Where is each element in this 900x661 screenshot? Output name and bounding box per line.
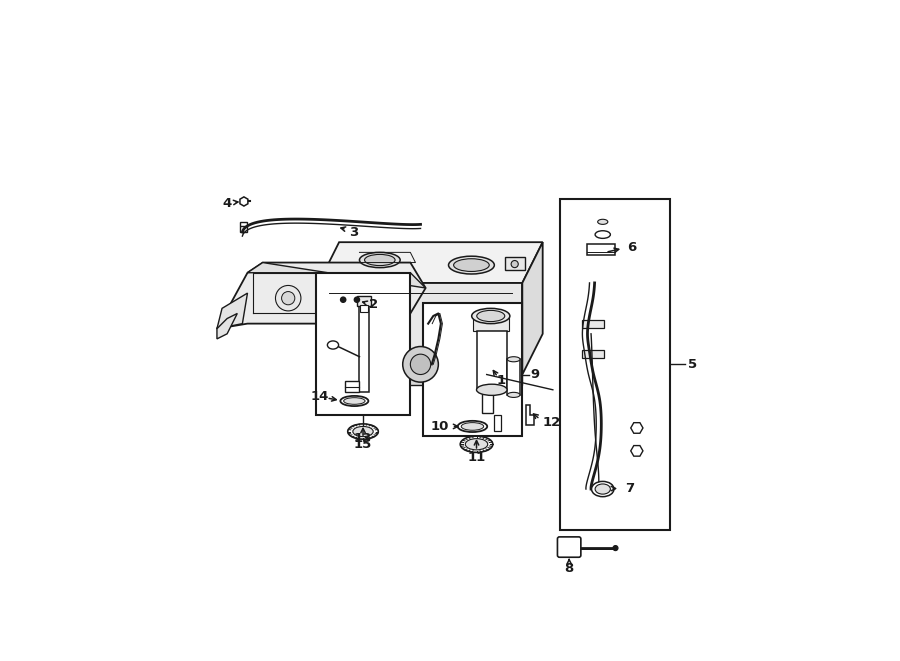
Polygon shape bbox=[319, 375, 522, 385]
Text: 11: 11 bbox=[467, 451, 486, 464]
Ellipse shape bbox=[477, 311, 505, 322]
Ellipse shape bbox=[595, 231, 610, 239]
Ellipse shape bbox=[598, 219, 608, 224]
Text: 4: 4 bbox=[222, 197, 231, 210]
Text: 2: 2 bbox=[369, 298, 378, 311]
Bar bbox=[494, 415, 501, 430]
Polygon shape bbox=[240, 197, 248, 206]
Polygon shape bbox=[319, 283, 522, 375]
Polygon shape bbox=[319, 242, 543, 283]
Ellipse shape bbox=[359, 253, 400, 268]
Circle shape bbox=[613, 545, 618, 551]
Text: 12: 12 bbox=[543, 416, 561, 430]
Circle shape bbox=[410, 354, 431, 375]
Text: 3: 3 bbox=[348, 225, 358, 239]
Bar bbox=[359, 303, 369, 393]
Text: 5: 5 bbox=[688, 358, 698, 371]
Text: 14: 14 bbox=[310, 391, 328, 403]
Ellipse shape bbox=[462, 422, 483, 430]
Circle shape bbox=[402, 346, 438, 382]
FancyBboxPatch shape bbox=[557, 537, 580, 557]
Polygon shape bbox=[248, 262, 426, 288]
Bar bbox=[316, 273, 410, 415]
Circle shape bbox=[275, 286, 301, 311]
Circle shape bbox=[282, 292, 295, 305]
Bar bbox=[588, 244, 616, 255]
Ellipse shape bbox=[448, 256, 494, 274]
Text: 6: 6 bbox=[627, 241, 636, 254]
Ellipse shape bbox=[508, 357, 520, 362]
Bar bbox=[361, 305, 367, 312]
Ellipse shape bbox=[472, 308, 510, 324]
Bar bbox=[423, 303, 522, 436]
Ellipse shape bbox=[508, 393, 520, 397]
Ellipse shape bbox=[476, 384, 507, 395]
Circle shape bbox=[511, 260, 518, 268]
Polygon shape bbox=[522, 242, 543, 375]
Polygon shape bbox=[217, 313, 238, 339]
Bar bbox=[482, 390, 493, 412]
Bar bbox=[473, 316, 508, 331]
Bar bbox=[476, 331, 507, 390]
Ellipse shape bbox=[458, 421, 487, 432]
Ellipse shape bbox=[454, 258, 490, 272]
Circle shape bbox=[340, 297, 346, 302]
Text: 9: 9 bbox=[530, 368, 540, 381]
Polygon shape bbox=[239, 222, 248, 232]
Text: 15: 15 bbox=[354, 438, 372, 451]
Polygon shape bbox=[526, 405, 534, 426]
Ellipse shape bbox=[353, 426, 374, 437]
Text: 1: 1 bbox=[497, 374, 506, 387]
Bar bbox=[582, 350, 604, 358]
Polygon shape bbox=[631, 422, 643, 433]
Bar bbox=[582, 319, 604, 328]
Bar bbox=[505, 258, 525, 270]
Bar bbox=[357, 295, 371, 306]
Text: 7: 7 bbox=[626, 482, 634, 495]
Ellipse shape bbox=[340, 396, 368, 406]
Text: 13: 13 bbox=[354, 432, 373, 445]
Bar bbox=[507, 360, 520, 395]
Ellipse shape bbox=[465, 439, 488, 450]
Circle shape bbox=[355, 297, 359, 302]
Polygon shape bbox=[631, 446, 643, 456]
Bar bbox=[346, 381, 359, 393]
Ellipse shape bbox=[328, 341, 338, 349]
Polygon shape bbox=[217, 293, 248, 329]
Bar bbox=[561, 199, 670, 529]
Polygon shape bbox=[217, 262, 426, 329]
Text: 10: 10 bbox=[431, 420, 449, 433]
Ellipse shape bbox=[595, 484, 610, 494]
Ellipse shape bbox=[364, 254, 395, 266]
Ellipse shape bbox=[344, 398, 365, 405]
Text: 8: 8 bbox=[564, 563, 574, 576]
Bar bbox=[334, 295, 352, 304]
Ellipse shape bbox=[591, 481, 614, 496]
